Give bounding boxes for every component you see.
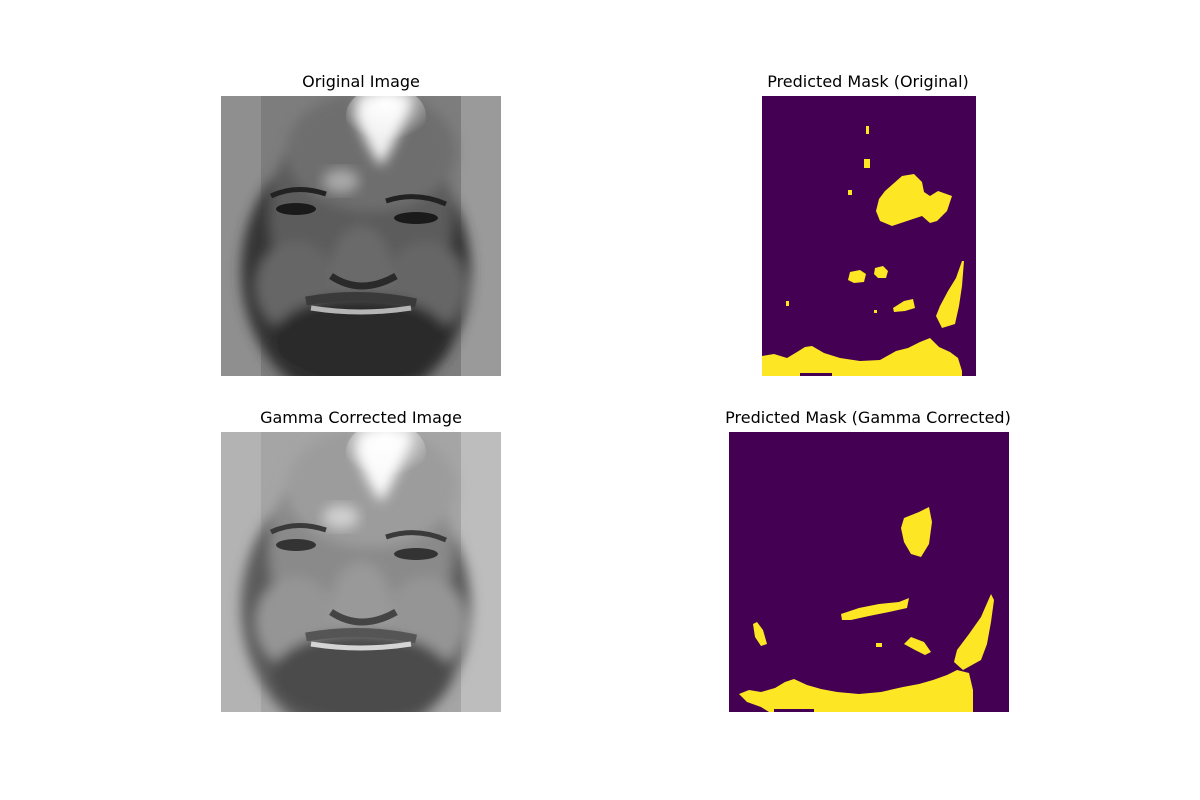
original-image: [221, 96, 501, 376]
mask-gamma-corrected: [729, 432, 1009, 712]
title-gamma-corrected-image: Gamma Corrected Image: [260, 408, 462, 427]
mask-original: [762, 96, 976, 376]
gamma-corrected-image: [221, 432, 501, 712]
title-mask-original: Predicted Mask (Original): [767, 72, 969, 91]
title-mask-gamma-corrected: Predicted Mask (Gamma Corrected): [725, 408, 1011, 427]
title-original-image: Original Image: [302, 72, 420, 91]
